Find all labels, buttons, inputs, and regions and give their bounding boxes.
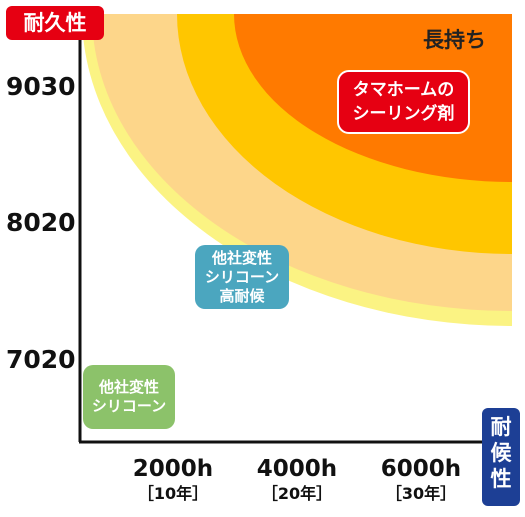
- corner-label: 長持ち: [423, 28, 486, 52]
- y-tick-label: 8020: [6, 208, 76, 237]
- x-tick-main: 6000h: [380, 456, 462, 482]
- x-tick-main: 4000h: [256, 456, 338, 482]
- y-tick-label: 7020: [6, 345, 76, 374]
- x-tick-label: 2000h ［10年］: [113, 455, 233, 505]
- y-tick-label: 9030: [6, 72, 76, 101]
- tama-line-2: シーリング剤: [352, 104, 455, 124]
- x-tick-main: 2000h: [132, 456, 214, 482]
- high-line-1: 他社変性: [211, 248, 272, 267]
- y-axis-tag: 耐久性: [6, 6, 104, 40]
- high-line-2: シリコーン: [204, 267, 280, 286]
- tama-sealant-label: タマホームの シーリング剤: [337, 70, 470, 134]
- x-tick-label: 6000h ［30年］: [361, 455, 481, 505]
- x-tick-sub: ［20年］: [261, 484, 333, 503]
- standard-silicone-label: 他社変性 シリコーン: [83, 365, 175, 429]
- x-tick-sub: ［10年］: [137, 484, 209, 503]
- std-line-2: シリコーン: [91, 397, 167, 415]
- x-tick-sub: ［30年］: [385, 484, 457, 503]
- tama-line-1: タマホームの: [352, 80, 455, 100]
- x-axis-tag-text: 耐候性: [490, 415, 512, 491]
- top-mask: [0, 0, 525, 14]
- std-line-1: 他社変性: [98, 378, 159, 396]
- x-tick-label: 4000h ［20年］: [237, 455, 357, 505]
- x-axis-tag: 耐候性: [482, 408, 520, 506]
- high-line-3: 高耐候: [219, 286, 265, 305]
- high-weather-silicone-label: 他社変性 シリコーン 高耐候: [195, 245, 289, 309]
